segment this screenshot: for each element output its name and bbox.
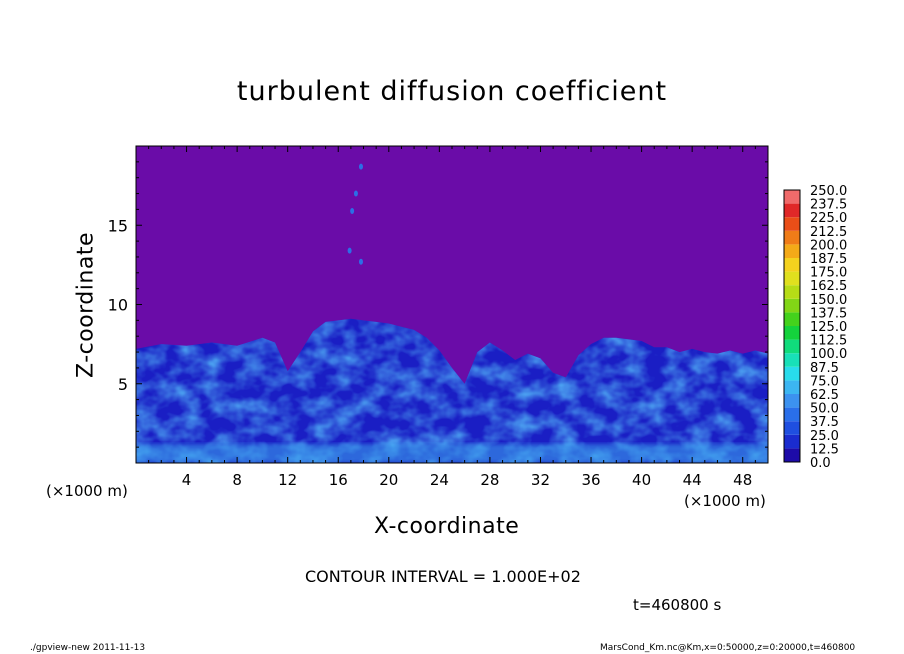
y-tick-label-0: 5: [118, 375, 128, 394]
colorbar-swatch-4: [784, 394, 800, 408]
plot-area: [135, 145, 769, 464]
colorbar-level-12: 150.0: [810, 293, 847, 308]
isolated-patch-0: [358, 163, 363, 170]
colorbar-level-9: 112.5: [810, 334, 847, 349]
colorbar-level-6: 75.0: [810, 374, 839, 389]
surface-layer-band: [136, 443, 768, 463]
colorbar-swatch-14: [784, 258, 800, 272]
colorbar-level-4: 50.0: [810, 402, 839, 417]
colorbar-level-1: 12.5: [810, 442, 839, 457]
isolated-patch-4: [358, 258, 363, 265]
chart-title: turbulent diffusion coefficient: [236, 76, 668, 107]
y-axis-label: Z-coordinate: [73, 232, 99, 378]
colorbar-swatch-5: [784, 380, 800, 394]
colorbar-level-5: 62.5: [810, 388, 839, 403]
colorbar-level-15: 187.5: [810, 252, 847, 267]
colorbar-swatch-13: [784, 271, 800, 286]
colorbar-legend: 0.012.525.037.550.062.575.087.5100.0112.…: [783, 184, 847, 471]
y-axis: 5 10 15: [108, 161, 768, 448]
colorbar-swatch-1: [784, 434, 800, 449]
x-tick-label-0: 4: [182, 471, 192, 489]
colorbar-swatch-6: [784, 366, 800, 381]
x-tick-label-4: 20: [379, 471, 398, 489]
boundary-layer-texture: [136, 318, 768, 463]
x-tick-label-8: 36: [581, 471, 600, 489]
x-tick-label-10: 44: [683, 471, 702, 489]
colorbar-level-19: 237.5: [810, 198, 847, 213]
colorbar-swatch-11: [784, 298, 800, 313]
colorbar-swatch-0: [784, 448, 800, 462]
colorbar-level-10: 125.0: [810, 320, 847, 335]
colorbar-swatch-8: [784, 339, 800, 354]
x-tick-label-1: 8: [232, 471, 242, 489]
colorbar-swatch-2: [784, 421, 800, 435]
colorbar-level-11: 137.5: [810, 306, 847, 321]
y-tick-label-2: 15: [108, 216, 128, 235]
colorbar-level-2: 25.0: [810, 429, 839, 444]
isolated-patch-2: [350, 207, 355, 214]
colorbar-swatch-10: [784, 312, 800, 326]
x-tick-label-3: 16: [329, 471, 348, 489]
x-tick-label-5: 24: [430, 471, 449, 489]
colorbar-level-8: 100.0: [810, 347, 847, 362]
x-axis-label: X-coordinate: [374, 514, 520, 539]
x-tick-label-9: 40: [632, 471, 651, 489]
x-axis: 4 8 12 16 20 24 28 32 36 40 44 48: [148, 146, 756, 489]
isolated-patch-1: [353, 190, 358, 197]
y-tick-label-1: 10: [108, 296, 128, 315]
footer-source-label: MarsCond_Km.nc@Km,x=0:50000,z=0:20000,t=…: [600, 643, 856, 653]
x-tick-label-11: 48: [733, 471, 752, 489]
colorbar-swatch-18: [784, 203, 800, 218]
colorbar-level-20: 250.0: [810, 184, 847, 199]
footer-program-label: ./gpview-new 2011-11-13: [30, 643, 146, 653]
x-axis-unit-left: (×1000 m): [46, 482, 128, 500]
colorbar-swatch-9: [784, 326, 800, 340]
colorbar-level-17: 212.5: [810, 225, 847, 240]
colorbar-level-14: 175.0: [810, 266, 847, 281]
colorbar-swatch-15: [784, 244, 800, 258]
isolated-patch-3: [347, 247, 352, 254]
x-tick-label-6: 28: [480, 471, 499, 489]
colorbar-swatch-19: [784, 190, 800, 204]
colorbar-level-16: 200.0: [810, 238, 847, 253]
colorbar-level-7: 87.5: [810, 361, 839, 376]
colorbar-swatch-3: [784, 407, 800, 422]
colorbar-swatch-17: [784, 217, 800, 231]
colorbar-swatch-16: [784, 230, 800, 245]
colorbar-level-0: 0.0: [810, 456, 831, 471]
x-axis-unit-right: (×1000 m): [684, 492, 766, 510]
colorbar-swatch-7: [784, 353, 800, 367]
x-tick-label-7: 32: [531, 471, 550, 489]
x-tick-label-2: 12: [278, 471, 297, 489]
colorbar-level-18: 225.0: [810, 211, 847, 226]
time-label: t=460800 s: [633, 596, 722, 614]
colorbar-swatch-12: [784, 285, 800, 299]
contour-interval-label: CONTOUR INTERVAL = 1.000E+02: [305, 567, 581, 586]
colorbar-level-13: 162.5: [810, 279, 847, 294]
colorbar-level-3: 37.5: [810, 415, 839, 430]
